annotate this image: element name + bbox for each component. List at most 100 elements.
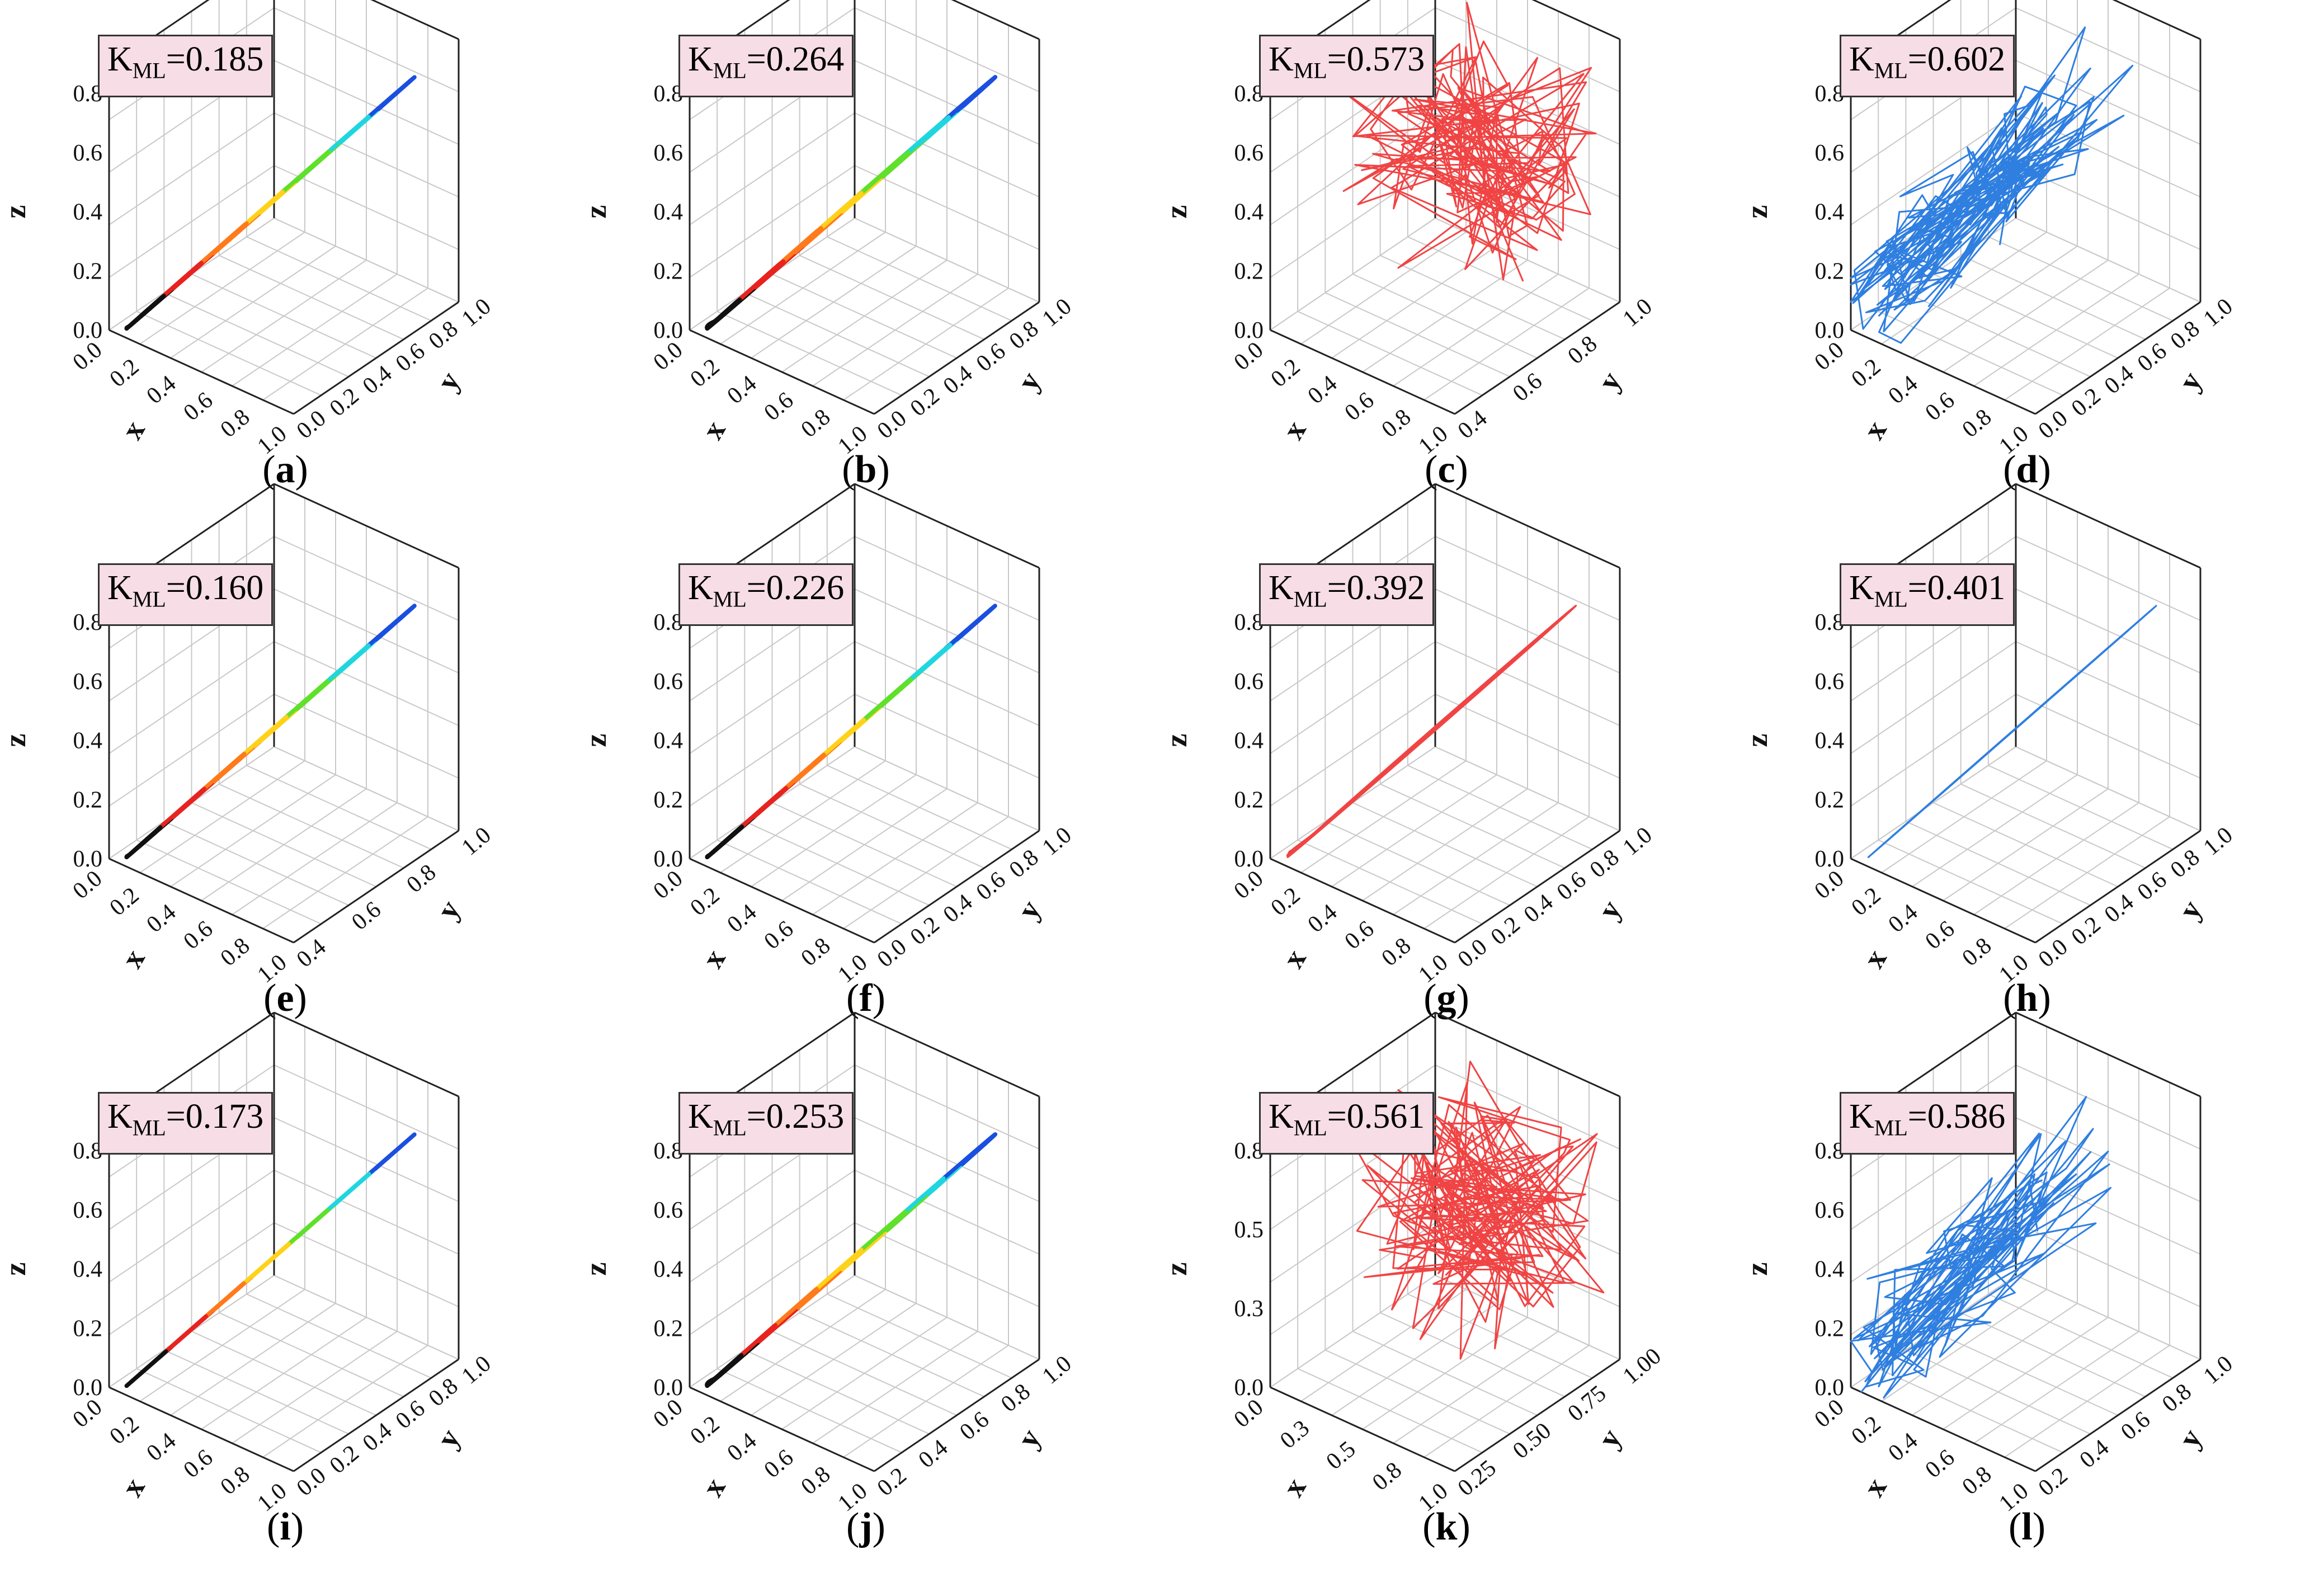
- z-tick-label: 0.4: [1815, 200, 1845, 225]
- kml-label-box: KML=0.185: [98, 35, 274, 98]
- kml-label-box: KML=0.573: [1259, 35, 1435, 98]
- floor-gridline: [1933, 802, 2118, 887]
- kml-value: =0.401: [1907, 569, 2006, 607]
- axis-line: [1850, 858, 2036, 944]
- panel-caption: (c): [1425, 448, 1468, 491]
- kml-value: =0.226: [746, 569, 845, 607]
- axis-line: [109, 329, 294, 415]
- tick-labels: 0.00.20.40.60.80.00.20.40.60.81.0 0.00.20…: [1810, 610, 2238, 988]
- z-tick-label: 0.2: [73, 258, 103, 284]
- wall-gridline: [109, 693, 459, 807]
- panel-caption: (g): [1423, 977, 1469, 1020]
- x-tick-label: 0.2: [686, 354, 725, 392]
- wall-gridline: [109, 112, 459, 225]
- trajectory-line: [1850, 26, 2134, 344]
- floor-gridline: [799, 783, 985, 869]
- gridlines: [109, 483, 459, 943]
- kml-symbol: K: [688, 569, 713, 607]
- axis-line: [274, 1011, 459, 1098]
- wall-gridline: [109, 1274, 459, 1388]
- x-tick-label: 0.2: [1847, 882, 1886, 921]
- z-tick-label: 0.4: [1234, 728, 1264, 754]
- kml-subscript: ML: [713, 586, 747, 612]
- wall-gridline: [689, 112, 1040, 225]
- z-axis-label: z: [1740, 734, 1774, 747]
- y-tick-label: 1.0: [1038, 822, 1077, 861]
- wall-gridline: [689, 217, 1040, 331]
- z-tick-label: 0.2: [1234, 258, 1264, 284]
- chart-panel: 0.0 0.2 0.4 0.6 0.8 0.0 0.2 0.4 0.6 0.8 1.0 0.0 0.2 0…: [1159, 483, 1726, 1043]
- chart-panel: 0.0 0.2 0.4 0.6 0.8 0.0 0.2 0.4 0.6 0.8 1.0 0.0 0.2 0…: [1740, 483, 2307, 1043]
- plot-3d: 0.00.20.40.60.80.00.20.40.60.81.0 0.00.20…: [579, 0, 1077, 459]
- x-tick-label: 0.4: [1884, 370, 1923, 409]
- x-tick-label: 0.2: [1266, 882, 1305, 921]
- wall-gridline: [1270, 217, 1620, 331]
- z-tick-label: 0.0: [1815, 318, 1845, 343]
- floor-gridline: [799, 255, 985, 340]
- x-tick-label: 0.2: [105, 354, 144, 392]
- floor-gridline: [1988, 765, 2174, 850]
- z-axis-label: z: [1740, 205, 1774, 219]
- x-tick-label: 0.4: [1303, 370, 1342, 409]
- x-axis-label: x: [115, 944, 151, 973]
- kml-label-box: KML=0.401: [1840, 563, 2015, 627]
- trajectory: [1286, 605, 1577, 858]
- tick-labels: 0.00.20.40.60.80.00.20.40.60.81.0 0.00.20…: [649, 610, 1077, 988]
- kml-label-box: KML=0.264: [678, 35, 854, 98]
- y-axis-label: y: [430, 894, 466, 924]
- axis-line: [109, 1386, 294, 1472]
- trajectory-line: [1339, 2, 1597, 282]
- trajectory-line: [1286, 605, 1577, 858]
- floor-gridline: [246, 1293, 432, 1379]
- z-tick-label: 0.4: [654, 728, 683, 754]
- trajectory: [1867, 605, 2157, 858]
- kml-label-box: KML=0.160: [98, 563, 274, 627]
- axis-line: [274, 483, 459, 569]
- axis-line: [1435, 483, 1620, 569]
- z-tick-label: 0.2: [654, 787, 683, 813]
- axis-line: [293, 301, 459, 415]
- z-tick-label: 0.4: [1815, 728, 1845, 754]
- floor-gridline: [1380, 255, 1566, 340]
- floor-gridline: [1380, 783, 1566, 869]
- z-tick-label: 0.0: [73, 846, 103, 872]
- floor-gridline: [246, 765, 432, 850]
- wall-gridline: [1850, 693, 2201, 807]
- floor-gridline: [219, 255, 404, 340]
- kml-subscript: ML: [1874, 586, 1908, 612]
- x-tick-label: 0.8: [216, 404, 255, 442]
- chart-panel: 0.0 0.2 0.4 0.6 0.8 0.0 0.2 0.4 0.6 0.8 1.0 0.0 0.2 0…: [579, 483, 1145, 1043]
- z-tick-label: 0.6: [1815, 669, 1845, 695]
- kml-symbol: K: [1849, 40, 1874, 78]
- z-tick-label: 0.6: [654, 140, 683, 166]
- panel-caption: (e): [263, 977, 307, 1020]
- trajectory: [124, 1132, 417, 1388]
- x-axis-label: x: [115, 415, 151, 445]
- axis-line: [370, 0, 459, 40]
- wall-gridline: [109, 641, 459, 754]
- axis-line: [689, 329, 875, 415]
- z-tick-label: 0.2: [73, 787, 103, 813]
- floor-gridline: [219, 783, 404, 869]
- x-tick-label: 0.4: [142, 370, 181, 409]
- y-axis-label: y: [1011, 894, 1047, 924]
- x-tick-label: 0.6: [1340, 916, 1379, 954]
- floor-gridline: [2004, 288, 2170, 401]
- plot-3d: 0.00.20.40.60.80.00.20.40.60.81.0 0.00.20…: [579, 483, 1077, 988]
- x-tick-label: 0.6: [760, 387, 799, 426]
- kml-value: =0.185: [166, 40, 264, 78]
- kml-subscript: ML: [132, 58, 166, 83]
- trajectory: [1339, 2, 1597, 282]
- chart-panel: 0.0 0.2 0.4 0.6 0.8 0.0 0.2 0.4 0.6 0.8 1.0 0.0 0.2 0…: [1740, 0, 2307, 515]
- floor-gridline: [232, 802, 398, 915]
- z-tick-label: 0.8: [73, 610, 103, 635]
- caption-letter: e: [276, 977, 294, 1020]
- axes-frame: [108, 0, 460, 415]
- trajectory: [705, 75, 997, 331]
- z-axis-label: z: [579, 205, 612, 219]
- kml-symbol: K: [107, 40, 133, 78]
- z-tick-label: 0.8: [1234, 81, 1264, 107]
- panel-caption: (d): [2003, 448, 2051, 491]
- x-tick-label: 0.2: [105, 882, 144, 921]
- floor-gridline: [246, 236, 432, 322]
